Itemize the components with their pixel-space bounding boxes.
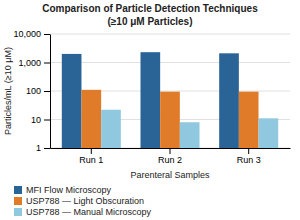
y-tick-mark (44, 91, 50, 92)
legend-label: USP788 — Light Obscuration (26, 196, 144, 206)
y-tick-mark (44, 148, 50, 149)
series (62, 52, 239, 148)
x-tick-label: Run 3 (237, 155, 261, 165)
grid (50, 34, 290, 148)
x-tick: Run 1 (79, 148, 103, 165)
y-tick-label: 10,000 (13, 29, 41, 39)
grid-line (50, 34, 290, 35)
y-tick-mark (44, 63, 50, 64)
y-tick-label: 1 (36, 143, 41, 153)
y-tick: 100 (26, 86, 50, 96)
y-tick: 10 (31, 115, 50, 125)
y-axis-title: Particles/mL (≥10 μM) (3, 47, 13, 135)
chart: Comparison of Particle Detection Techniq… (0, 0, 300, 220)
y-tick: 1 (36, 143, 50, 153)
y-tick: 1,000 (18, 58, 50, 68)
y-tick-label: 10 (31, 115, 41, 125)
bar (140, 52, 160, 148)
y-tick-mark (44, 34, 50, 35)
x-axis-title: Parenteral Samples (130, 170, 210, 180)
bar (101, 110, 121, 148)
x-tick-mark (170, 148, 171, 154)
y-axis: 1 10 100 1,000 10,000 (13, 29, 50, 153)
legend: MFI Flow MicroscopyUSP788 — Light Obscur… (14, 185, 152, 217)
bar (259, 118, 279, 148)
series (101, 110, 278, 148)
plot: 1 10 100 1,000 10,000 Run 1 Run 2 Run 3 (13, 29, 290, 165)
bar (62, 54, 82, 148)
y-tick-label: 100 (26, 86, 41, 96)
x-tick: Run 3 (237, 148, 261, 165)
legend-label: MFI Flow Microscopy (26, 185, 112, 195)
bar (239, 92, 259, 148)
bar (180, 122, 200, 148)
bar (81, 90, 101, 148)
grid-line (50, 62, 290, 63)
legend-item: MFI Flow Microscopy (14, 185, 112, 195)
y-axis-line (50, 35, 51, 149)
legend-swatch (14, 208, 22, 216)
bar (160, 92, 180, 148)
y-tick-mark (44, 120, 50, 121)
legend-swatch (14, 186, 22, 194)
legend-swatch (14, 197, 22, 205)
x-tick-label: Run 2 (158, 155, 182, 165)
legend-item: USP788 — Manual Microscopy (14, 207, 152, 217)
legend-item: USP788 — Light Obscuration (14, 196, 144, 206)
title: Comparison of Particle Detection Techniq… (42, 3, 258, 14)
x-tick-mark (248, 148, 249, 154)
x-tick-mark (91, 148, 92, 154)
y-tick-label: 1,000 (18, 58, 41, 68)
subtitle: (≥10 μM Particles) (108, 16, 193, 27)
x-tick: Run 2 (158, 148, 182, 165)
legend-label: USP788 — Manual Microscopy (26, 207, 152, 217)
bars (62, 52, 278, 148)
x-tick-label: Run 1 (79, 155, 103, 165)
series (81, 90, 258, 148)
bar (219, 53, 239, 148)
y-tick: 10,000 (13, 29, 50, 39)
x-axis: Run 1 Run 2 Run 3 (51, 148, 291, 165)
